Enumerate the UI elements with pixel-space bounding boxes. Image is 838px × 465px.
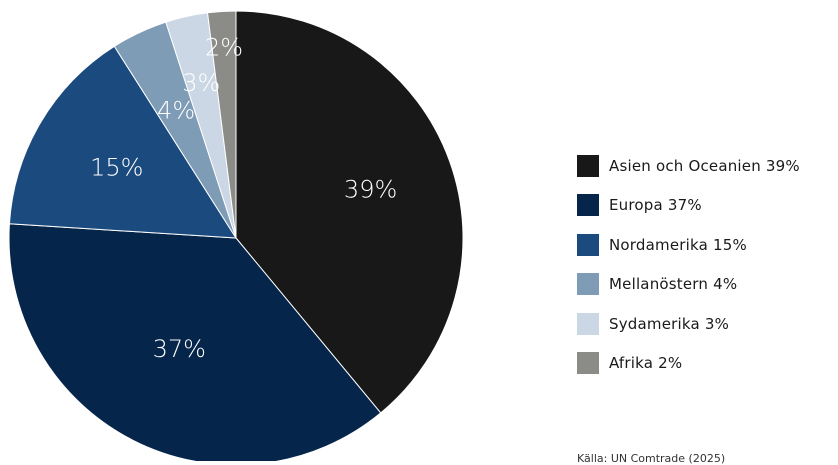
- legend-swatch: [577, 154, 599, 177]
- legend-swatch: [577, 312, 599, 335]
- legend-label: Europa 37%: [609, 196, 702, 215]
- legend-swatch: [577, 233, 599, 256]
- legend-item: Sydamerika 3%: [577, 304, 838, 344]
- pie-slice-label: 2%: [205, 34, 243, 62]
- pie-slice-label: 3%: [182, 69, 220, 97]
- legend-label: Mellanöstern 4%: [609, 275, 738, 294]
- pie-slice-label: 37%: [153, 335, 206, 363]
- legend-label: Sydamerika 3%: [609, 314, 730, 333]
- pie-slice: [8, 223, 382, 461]
- legend-item: Asien och Oceanien 39%: [577, 146, 838, 186]
- pie-slice-labels: 39% 37% 15% 4%3% 2%: [90, 34, 397, 364]
- pie-slice: [8, 45, 237, 239]
- legend-item: Afrika 2%: [577, 344, 838, 384]
- legend-swatch: [577, 194, 599, 217]
- legend-swatch: [577, 273, 599, 296]
- legend-swatch: [577, 352, 599, 375]
- pie-slice-label: 39%: [344, 176, 397, 204]
- legend-item: Europa 37%: [577, 186, 838, 226]
- source-note: Källa: UN Comtrade (2025): [577, 452, 726, 465]
- legend-item: Nordamerika 15%: [577, 225, 838, 265]
- pie-slice: [235, 10, 464, 414]
- legend-label: Nordamerika 15%: [609, 235, 747, 254]
- pie-slices: [8, 10, 464, 461]
- legend-label: Asien och Oceanien 39%: [609, 156, 800, 175]
- legend-item: Mellanöstern 4%: [577, 265, 838, 305]
- pie-slice-label: 4%: [157, 97, 195, 125]
- legend: Asien och Oceanien 39% Europa 37% Nordamer…: [577, 146, 838, 383]
- pie-slice-label: 15%: [90, 154, 143, 182]
- pie-slice: [206, 10, 237, 239]
- legend-label: Afrika 2%: [609, 354, 683, 373]
